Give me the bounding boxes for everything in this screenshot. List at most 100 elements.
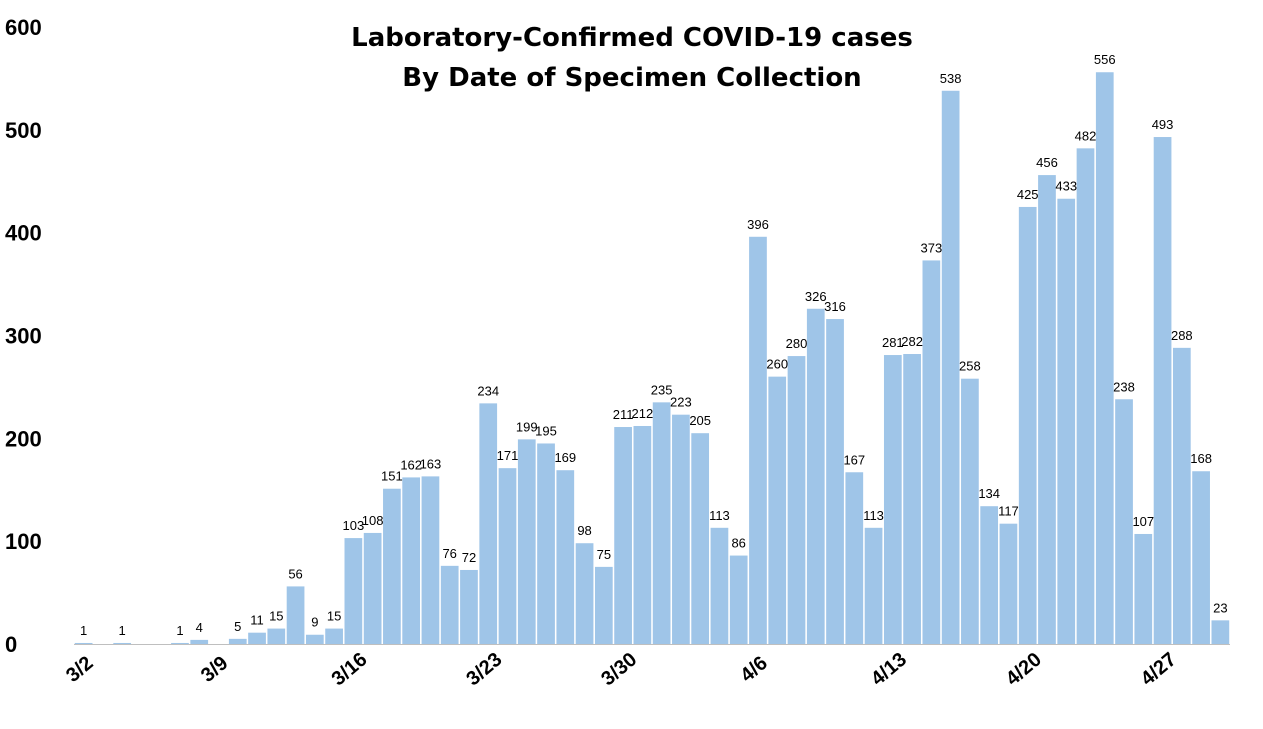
data-label: 162 (400, 457, 422, 472)
data-label: 223 (670, 395, 692, 410)
data-label: 205 (689, 413, 711, 428)
y-tick-label: 500 (5, 118, 42, 143)
data-label: 433 (1055, 179, 1077, 194)
data-label: 72 (462, 550, 476, 565)
bar (768, 376, 787, 644)
x-tick-label: 3/16 (328, 648, 372, 690)
x-tick-label: 3/30 (597, 648, 641, 690)
data-label: 15 (269, 609, 283, 624)
bar (980, 506, 999, 644)
data-label: 280 (786, 336, 808, 351)
bar (1038, 175, 1056, 644)
y-tick-label: 0 (5, 632, 17, 657)
bar (806, 308, 825, 644)
bar (498, 468, 517, 644)
x-tick-label: 4/27 (1137, 648, 1181, 690)
x-tick-label: 3/23 (462, 648, 506, 690)
data-label: 425 (1017, 187, 1039, 202)
bar (941, 90, 960, 645)
data-label: 113 (863, 508, 884, 523)
data-label: 235 (651, 382, 673, 397)
data-label: 117 (998, 504, 1019, 519)
bar (787, 356, 806, 644)
data-label: 396 (747, 217, 769, 232)
bar (1076, 148, 1095, 645)
y-tick-label: 100 (5, 529, 42, 554)
bar (845, 472, 864, 644)
y-axis-ticks: 0 100 200 300 400 500 600 (5, 15, 42, 657)
data-label: 456 (1036, 155, 1058, 170)
data-label: 326 (805, 289, 827, 304)
bar (1115, 399, 1133, 644)
bar (1172, 347, 1191, 644)
data-label: 1 (119, 623, 126, 638)
bar (383, 488, 401, 644)
bar (402, 477, 421, 644)
bar (961, 378, 979, 644)
bar (537, 443, 555, 644)
data-label: 316 (824, 299, 846, 314)
data-label: 113 (709, 508, 730, 523)
data-label: 212 (632, 406, 654, 421)
bar (248, 632, 266, 644)
x-tick-label: 4/20 (1002, 648, 1046, 690)
x-tick-label: 4/6 (736, 652, 771, 687)
data-label: 493 (1152, 117, 1174, 132)
bar (1153, 137, 1172, 644)
y-tick-label: 400 (5, 221, 42, 246)
data-label: 5 (234, 619, 241, 634)
x-tick-label: 4/13 (867, 648, 911, 690)
bar (710, 527, 729, 644)
bar (460, 569, 478, 644)
data-label: 56 (288, 566, 302, 581)
data-label: 167 (843, 452, 865, 467)
data-label: 75 (597, 547, 611, 562)
data-label: 195 (535, 423, 557, 438)
x-tick-label: 3/9 (197, 652, 232, 687)
data-label: 9 (311, 615, 318, 630)
data-label: 538 (940, 71, 962, 86)
data-label: 23 (1213, 600, 1227, 615)
data-label: 1 (176, 623, 183, 638)
bar (363, 532, 382, 644)
data-label: 238 (1113, 379, 1135, 394)
y-tick-label: 600 (5, 15, 42, 40)
data-label: 86 (731, 536, 745, 551)
y-tick-label: 200 (5, 426, 42, 451)
data-label: 76 (442, 546, 456, 561)
bar (1134, 533, 1153, 644)
data-label: 211 (613, 407, 634, 422)
bar (826, 319, 844, 644)
chart-title-line-2: By Date of Specimen Collection (402, 63, 861, 93)
bar (267, 628, 286, 644)
data-label: 281 (882, 335, 904, 350)
bar (305, 634, 324, 644)
bar (922, 260, 941, 644)
bar (1018, 206, 1037, 645)
data-label: 108 (362, 513, 384, 528)
bar (883, 355, 902, 644)
data-label: 4 (196, 620, 203, 635)
bar-series (74, 72, 1230, 645)
data-label: 98 (577, 523, 591, 538)
bar (999, 523, 1018, 644)
bar (440, 565, 459, 644)
bar (729, 555, 748, 644)
bar (749, 236, 767, 644)
bar (1192, 471, 1210, 644)
y-tick-label: 300 (5, 324, 42, 349)
bar (421, 476, 440, 644)
data-label: 171 (497, 448, 519, 463)
bar (672, 414, 690, 644)
data-label: 288 (1171, 328, 1193, 343)
chart-title-line-1: Laboratory-Confirmed COVID-19 cases (351, 23, 913, 53)
data-label: 556 (1094, 52, 1116, 67)
data-label: 163 (420, 456, 442, 471)
bar (74, 642, 93, 644)
data-label: 373 (921, 240, 943, 255)
bar (1057, 198, 1076, 644)
bar (113, 642, 132, 644)
data-label: 258 (959, 359, 981, 374)
data-label: 234 (477, 383, 499, 398)
